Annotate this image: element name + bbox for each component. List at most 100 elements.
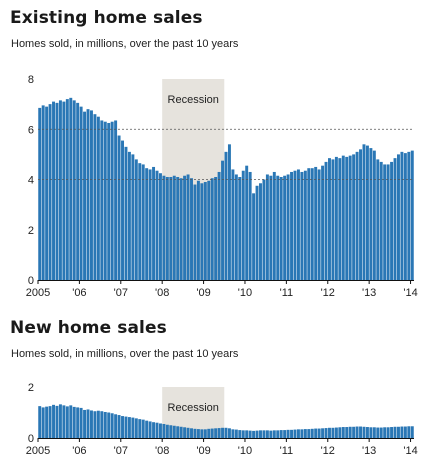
bar [293,170,297,280]
x-tick-label: '06 [72,445,86,457]
bar [290,429,294,438]
bar [407,426,411,438]
bar [86,109,90,281]
bar [148,421,152,438]
bar [286,429,290,438]
bar [221,427,225,438]
bar [162,423,166,438]
bar [255,430,259,438]
bar [152,422,156,438]
bar [300,429,304,438]
bar [169,176,173,280]
bar [241,430,245,438]
bar [138,163,142,280]
bar [103,121,107,281]
bar [65,406,69,438]
bar [162,175,166,280]
bar [383,164,387,280]
bar [234,429,238,438]
bar [152,166,156,280]
bar [390,161,394,280]
bar [103,411,107,438]
bar [245,430,249,438]
bar [196,180,200,280]
bar [110,121,114,281]
bar [393,158,397,280]
bar [248,430,252,438]
bar [345,156,349,280]
bar [341,427,345,438]
recession-band [162,387,225,438]
y-tick-label: 8 [28,74,34,86]
bar [324,161,328,280]
bar [65,99,69,280]
bar [279,176,283,280]
bar [176,426,180,438]
bar [410,426,414,438]
bar [365,427,369,438]
bar [276,175,280,280]
recession-label: Recession [168,94,219,106]
bar [317,169,321,280]
x-tick-label: '12 [321,445,335,457]
bar [238,176,242,280]
bar [359,149,363,280]
bar [259,430,262,438]
bar [55,405,59,438]
bar [407,151,411,280]
bar [214,428,218,438]
bar [269,175,273,280]
bar [376,159,380,280]
bar [72,100,76,280]
bar [110,413,114,438]
new-home-sales-panel: New home sales Homes sold, in millions, … [0,312,426,476]
bar [345,427,349,438]
bar [158,173,162,280]
bar [155,170,159,280]
x-tick-label: '13 [362,287,376,299]
bar [355,426,359,438]
bar [227,144,231,280]
bar [193,428,197,438]
bar [403,153,407,280]
bar [127,151,131,280]
bar [376,427,380,438]
y-tick-label: 4 [28,175,34,187]
bar [200,183,204,280]
bar [369,148,373,280]
bar [131,154,135,281]
bar [234,174,238,280]
bar [259,183,262,280]
x-tick-label: '11 [280,287,294,299]
existing-home-sales-panel: Existing home sales Homes sold, in milli… [10,8,418,299]
bar [62,405,66,438]
x-tick-label: '11 [280,445,294,457]
bar [145,168,149,280]
bar [241,170,245,280]
x-tick-label: '09 [196,287,210,299]
x-tick-label: '08 [155,287,169,299]
bar [183,427,187,438]
bar [272,171,276,280]
bar [310,168,314,280]
bar [127,417,131,438]
bar [52,404,55,438]
bar [165,176,169,280]
bar [328,158,331,280]
bar [286,174,290,280]
bar [217,171,221,280]
existing-home-sales-chart: Recession 0 2 4 6 8 2005 '06 '07 '08 '09 '10 '11 '12 '… [26,74,418,299]
bar [393,426,397,438]
bar [172,425,176,438]
x-tick-label: '14 [403,287,417,299]
x-tick-label: '14 [403,445,417,457]
bar [379,161,383,280]
bar [224,151,228,280]
bar [131,417,135,438]
bar [310,428,314,438]
bar [296,429,300,438]
chart-subtitle: Homes sold, in millions, over the past 1… [11,348,239,360]
bar [86,409,90,438]
bar [410,150,414,280]
x-tick-label: '06 [72,287,86,299]
